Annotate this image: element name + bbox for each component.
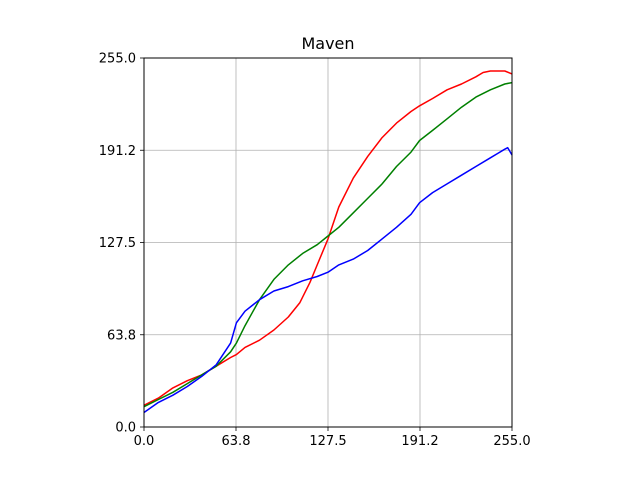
series-line-2 [143,146,513,414]
y-tick-label: 255.0 [99,52,136,67]
chart-title: Maven [301,34,354,53]
x-tick-label: 127.5 [309,434,346,449]
x-tick-label: 0.0 [134,434,155,449]
y-tick-label: 0.0 [115,421,136,436]
series-lines [143,70,513,414]
x-axis-ticks: 0.0 63.8 127.5 191.2 255.0 [134,427,531,449]
y-tick-label: 63.8 [107,328,136,343]
x-tick-label: 191.2 [401,434,438,449]
grid [143,57,513,428]
x-tick-label: 255.0 [493,434,530,449]
x-tick-label: 63.8 [222,434,251,449]
y-axis-ticks: 0.0 63.8 127.5 191.2 255.0 [99,52,144,436]
y-tick-label: 191.2 [99,144,136,159]
y-tick-label: 127.5 [99,236,136,251]
